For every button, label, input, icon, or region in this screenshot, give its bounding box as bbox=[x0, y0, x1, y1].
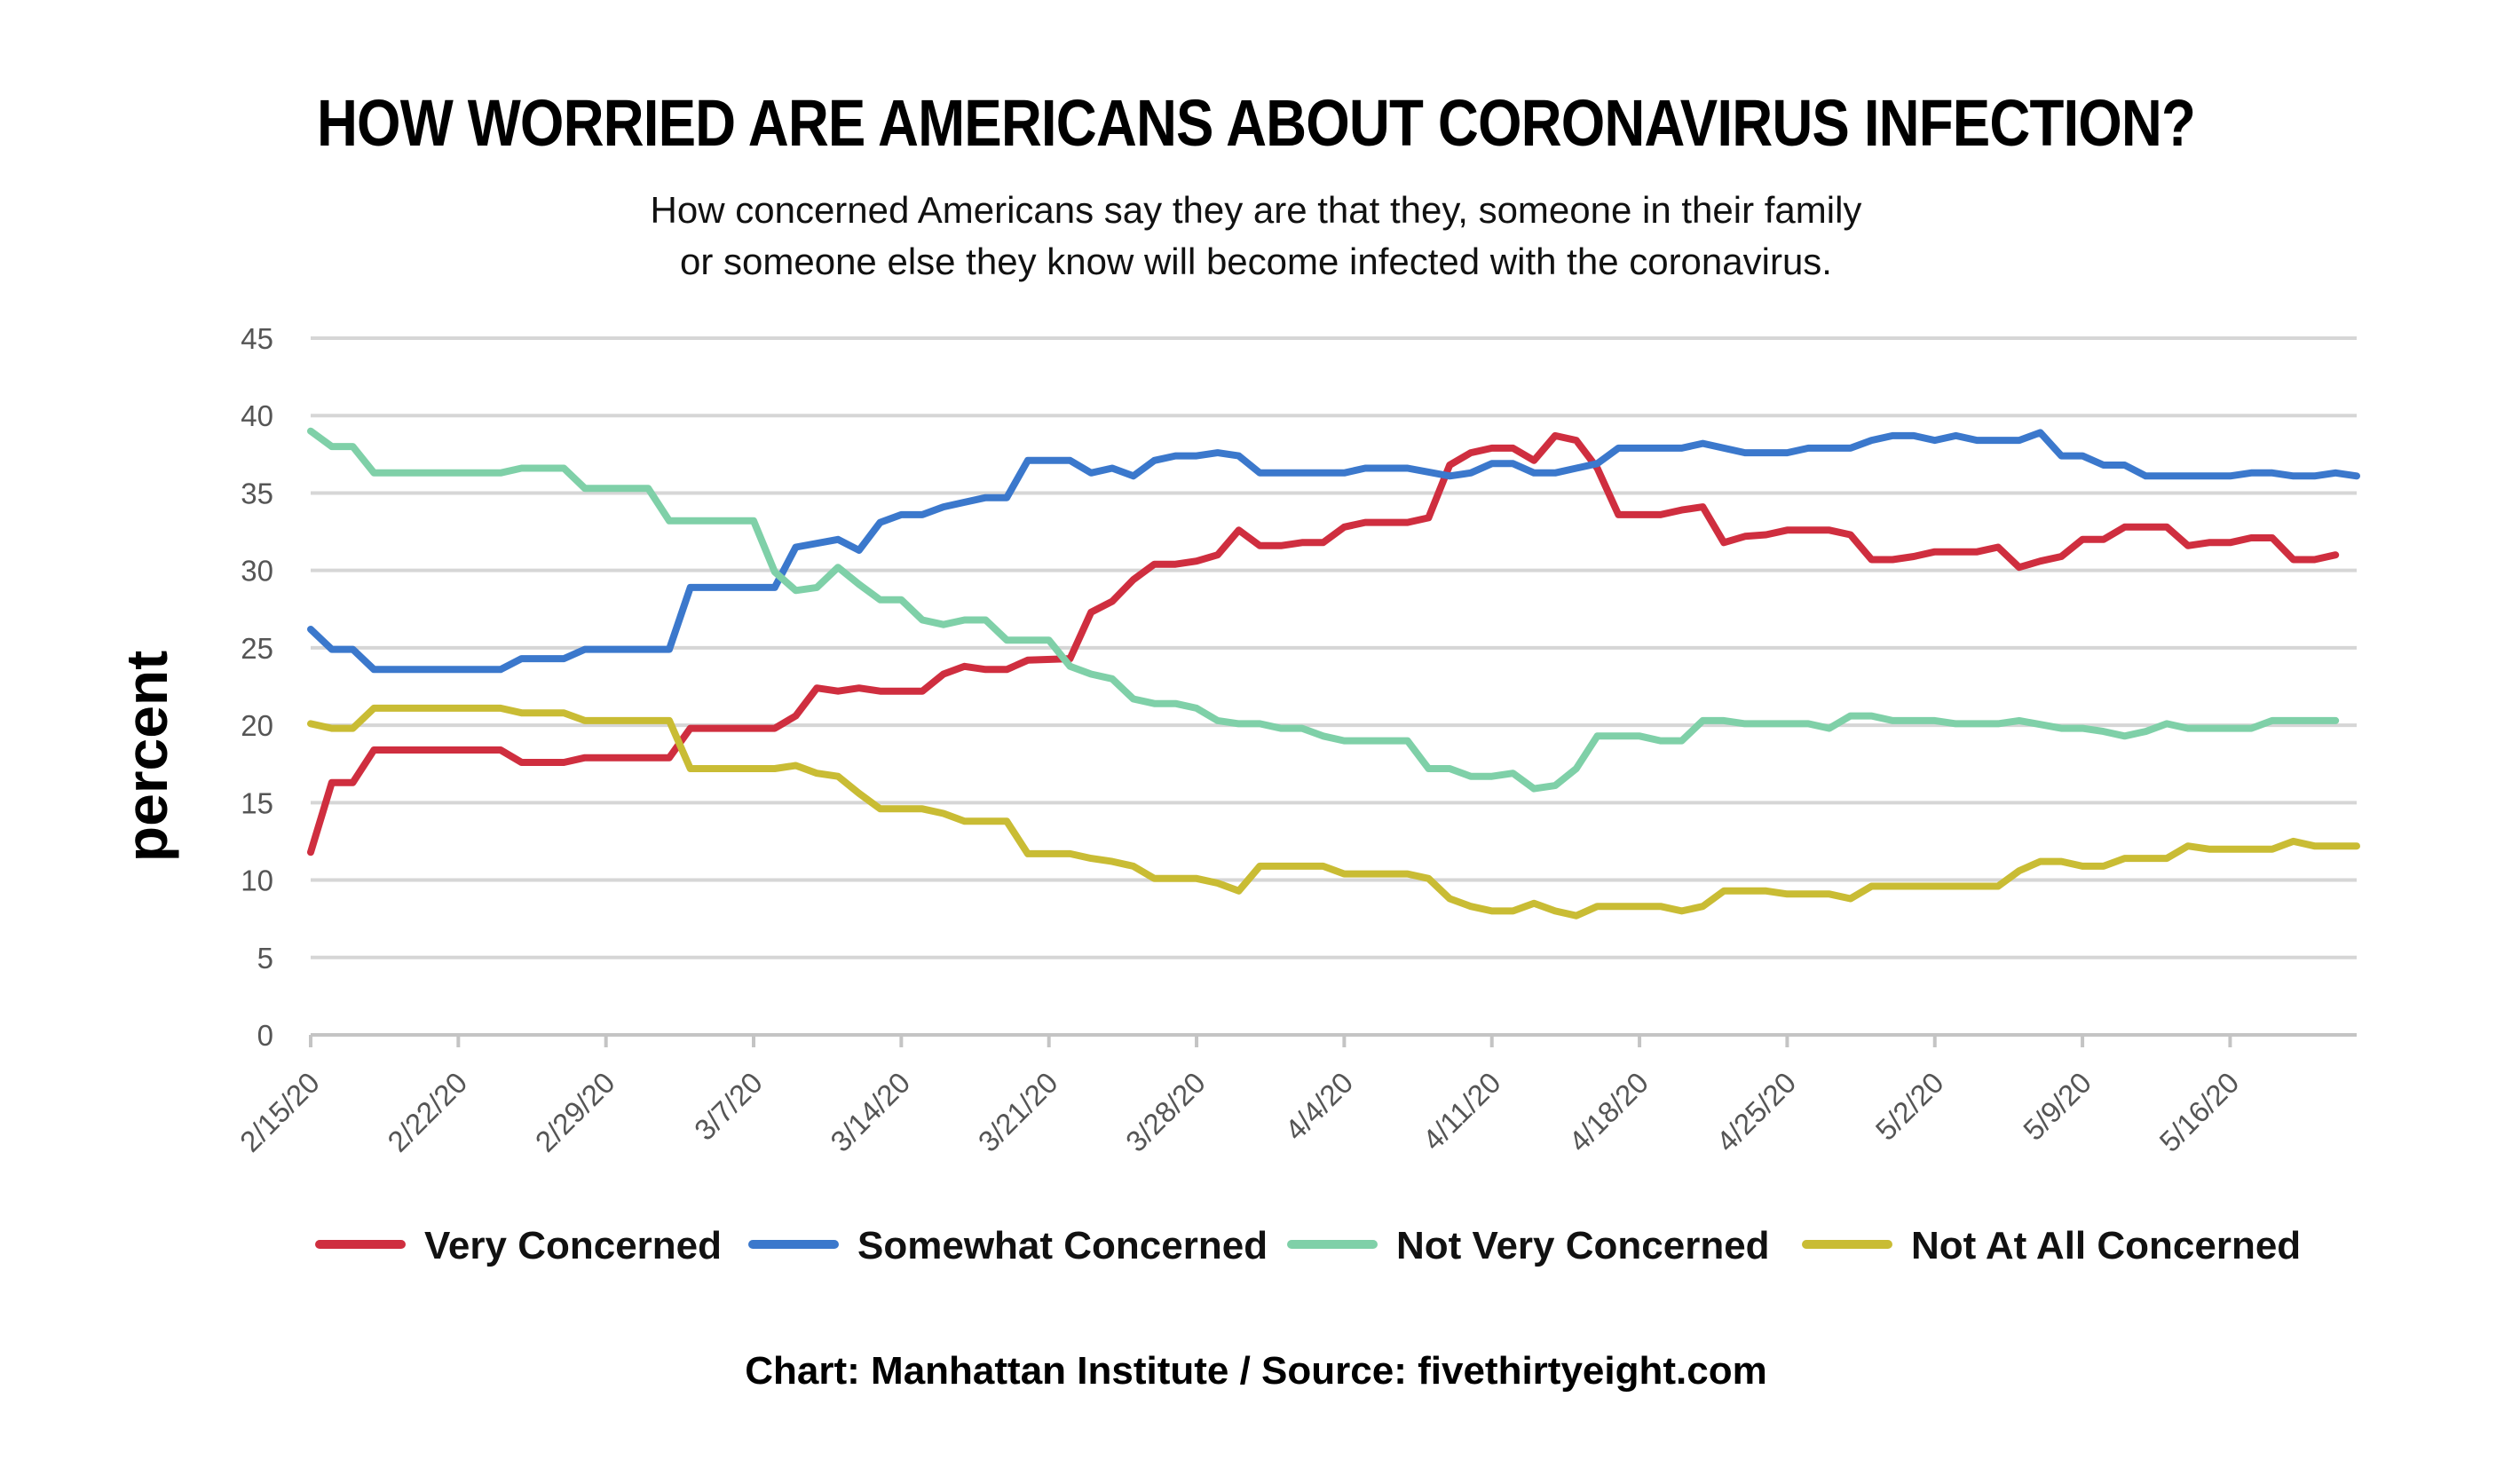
x-tick-label: 5/9/20 bbox=[2017, 1066, 2097, 1147]
y-axis: 0 5 10 15 20 25 30 35 40 45 bbox=[241, 322, 273, 1052]
x-axis: 2/15/20 2/22/20 2/29/20 3/7/20 3/14/20 3/21/2… bbox=[233, 1035, 2245, 1158]
series-lines bbox=[307, 427, 2360, 920]
x-tick-label: 4/25/20 bbox=[1710, 1066, 1802, 1158]
x-tick-label: 3/14/20 bbox=[824, 1066, 916, 1158]
legend-label-very-concerned: Very Concerned bbox=[424, 1224, 722, 1267]
x-tick-label: 4/4/20 bbox=[1278, 1066, 1359, 1147]
y-axis-label: percent bbox=[114, 651, 179, 862]
y-tick-label: 45 bbox=[241, 322, 273, 355]
chart-subtitle: How concerned Americans say they are tha… bbox=[0, 185, 2512, 288]
x-tick-label: 2/15/20 bbox=[233, 1066, 326, 1158]
subtitle-line-1: How concerned Americans say they are tha… bbox=[650, 189, 1862, 231]
x-tick-label: 2/29/20 bbox=[529, 1066, 621, 1158]
y-tick-label: 40 bbox=[241, 399, 273, 432]
y-tick-label: 10 bbox=[241, 864, 273, 897]
y-tick-label: 5 bbox=[257, 942, 273, 975]
series-line-very-concerned bbox=[307, 431, 2340, 856]
legend-label-not-at-all-concerned: Not At All Concerned bbox=[1911, 1224, 2301, 1267]
chart-title: HOW WORRIED ARE AMERICANS ABOUT CORONAVI… bbox=[316, 86, 2196, 160]
x-tick-label: 2/22/20 bbox=[381, 1066, 473, 1158]
y-tick-label: 30 bbox=[241, 555, 273, 588]
gridlines bbox=[311, 336, 2357, 1037]
x-tick-label: 3/21/20 bbox=[972, 1066, 1064, 1158]
x-tick-label: 3/7/20 bbox=[688, 1066, 769, 1147]
subtitle-line-2: or someone else they know will become in… bbox=[680, 241, 1832, 282]
x-tick-label: 3/28/20 bbox=[1119, 1066, 1212, 1158]
legend-label-not-very-concerned: Not Very Concerned bbox=[1396, 1224, 1770, 1267]
legend-label-somewhat-concerned: Somewhat Concerned bbox=[857, 1224, 1268, 1267]
y-tick-label: 15 bbox=[241, 786, 273, 819]
legend: Very Concerned Somewhat Concerned Not Very… bbox=[315, 1224, 2301, 1267]
y-tick-label: 20 bbox=[241, 709, 273, 742]
source-note: Chart: Manhattan Institute / Source: fiv… bbox=[745, 1349, 1767, 1393]
x-tick-label: 4/18/20 bbox=[1562, 1066, 1655, 1158]
y-tick-label: 25 bbox=[241, 632, 273, 665]
series-line-not-very-concerned bbox=[307, 427, 2340, 793]
y-tick-label: 35 bbox=[241, 477, 273, 509]
series-line-somewhat-concerned bbox=[307, 429, 2360, 674]
x-tick-label: 5/16/20 bbox=[2153, 1066, 2245, 1158]
x-tick-label: 4/11/20 bbox=[1416, 1066, 1506, 1156]
y-tick-label: 0 bbox=[257, 1019, 273, 1052]
x-tick-label: 5/2/20 bbox=[1869, 1066, 1950, 1147]
series-line-not-at-all-concerned bbox=[307, 704, 2360, 920]
